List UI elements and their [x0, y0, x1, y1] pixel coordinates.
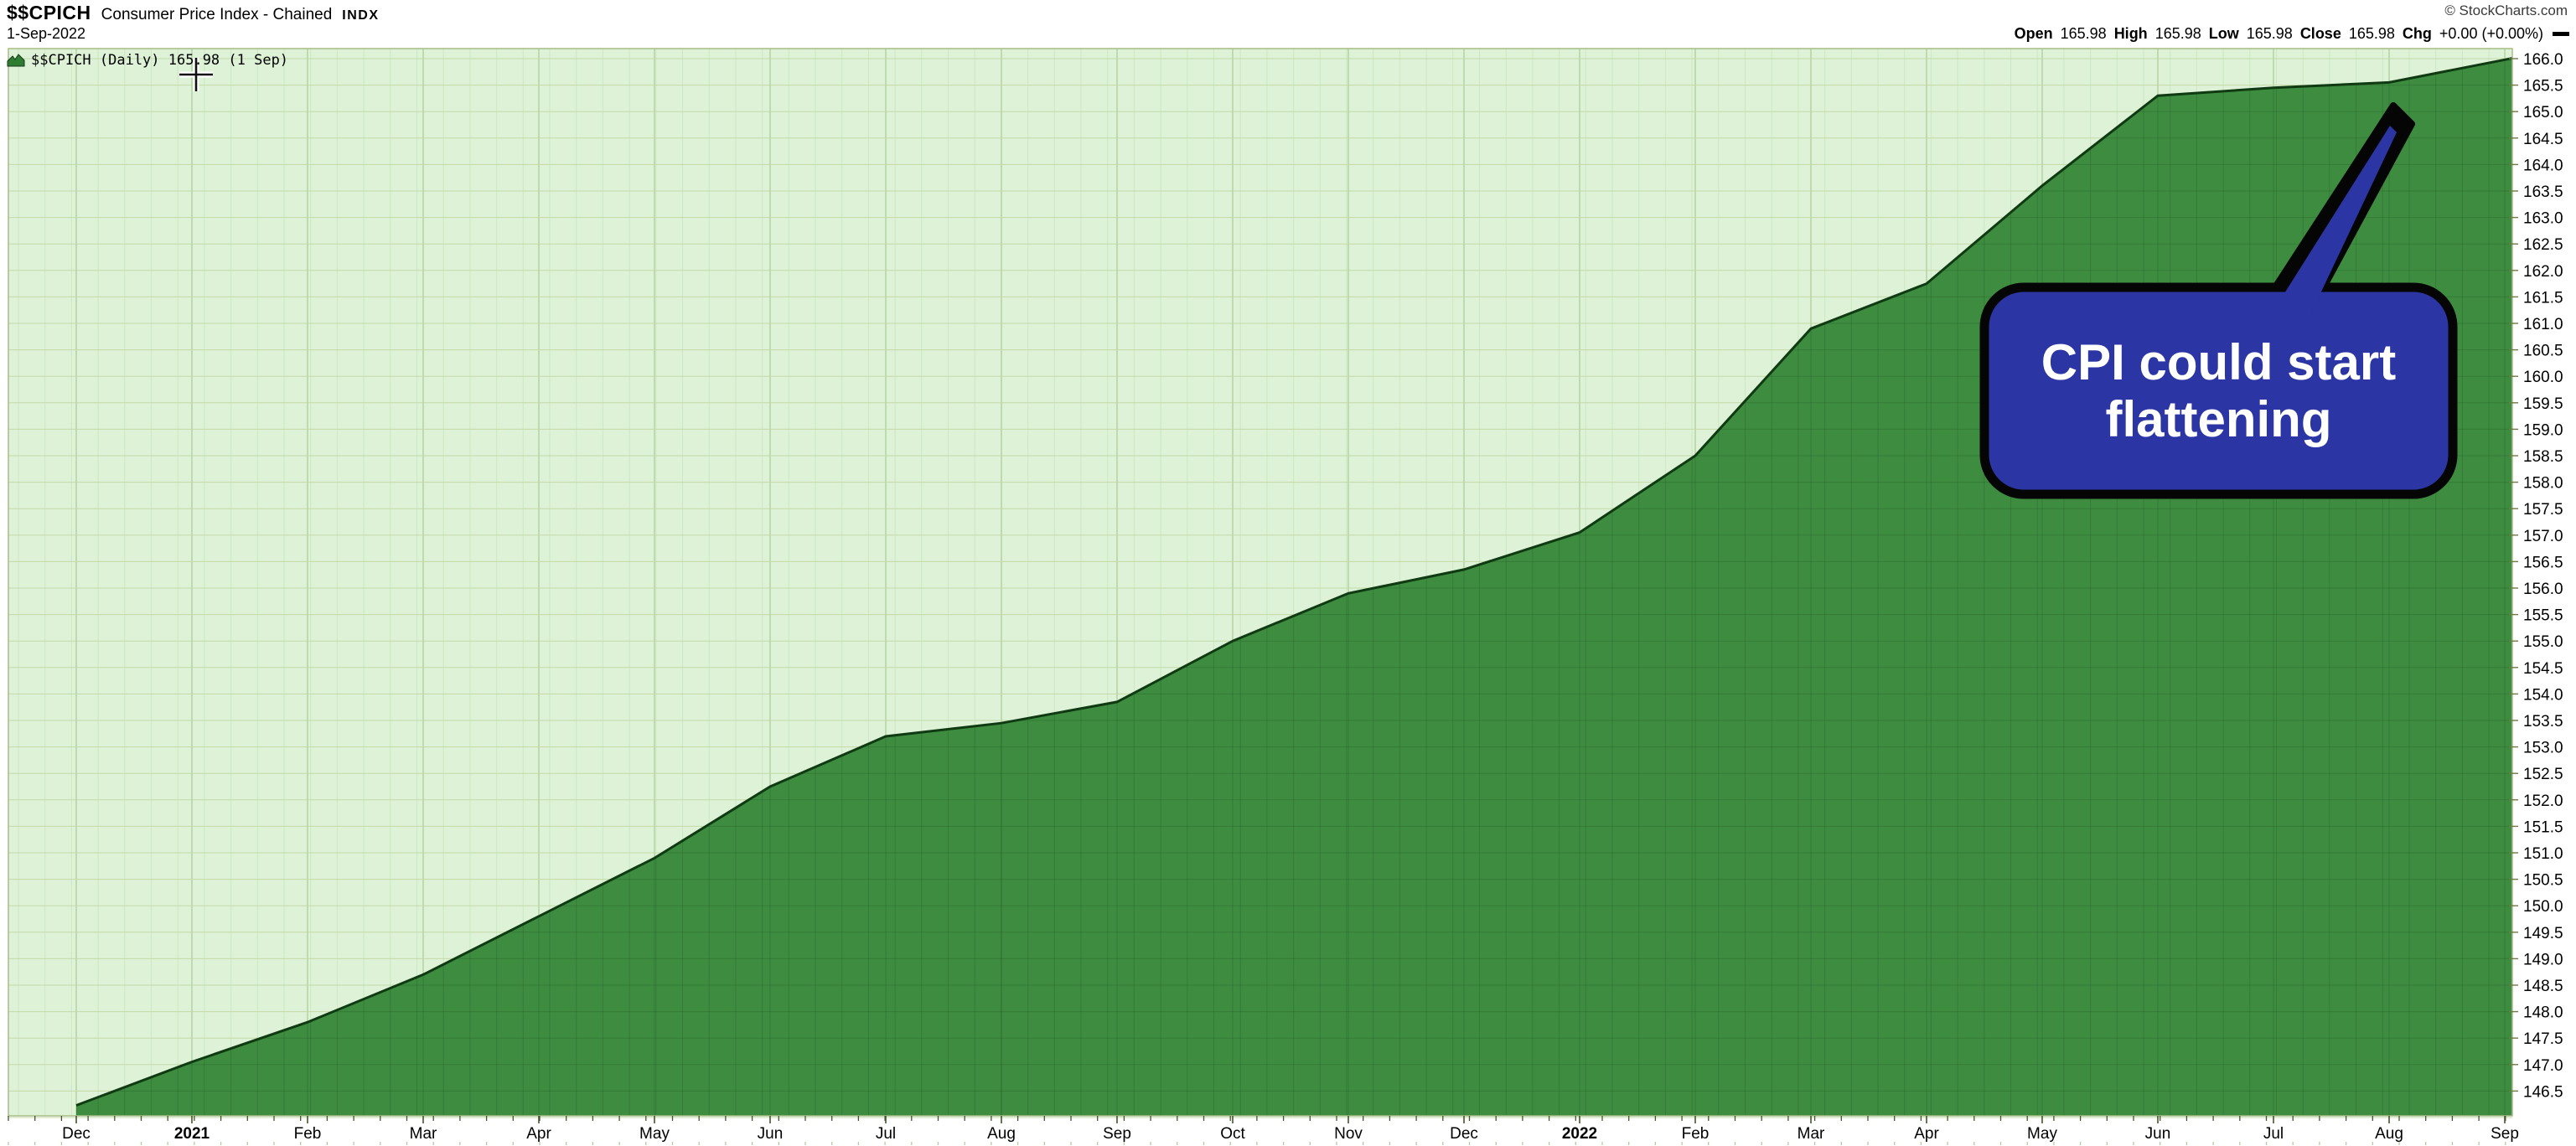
y-tick-label: 152.0 — [2523, 792, 2563, 810]
cpi-line — [75, 57, 2513, 1107]
y-tick-label: 147.5 — [2523, 1030, 2563, 1048]
x-tick-label: May — [639, 1125, 670, 1143]
y-tick-label: 160.5 — [2523, 343, 2563, 360]
x-tick-label: Mar — [410, 1125, 437, 1143]
y-tick-label: 156.0 — [2523, 581, 2563, 598]
y-tick-label: 160.0 — [2523, 369, 2563, 386]
y-tick-label: 152.5 — [2523, 766, 2563, 783]
y-tick-label: 163.0 — [2523, 210, 2563, 228]
y-tick-label: 147.0 — [2523, 1057, 2563, 1075]
x-tick-label: Jun — [758, 1125, 784, 1143]
x-tick-label: Jul — [2263, 1125, 2284, 1143]
x-tick-label: Sep — [2491, 1125, 2519, 1143]
open-label: Open — [2014, 25, 2053, 42]
y-tick-label: 146.5 — [2523, 1083, 2563, 1101]
y-tick-label: 162.0 — [2523, 263, 2563, 281]
y-tick-label: 164.5 — [2523, 131, 2563, 148]
low-value: 165.98 — [2246, 25, 2293, 42]
x-tick-label: 2022 — [1562, 1125, 1597, 1143]
y-tick-label: 151.5 — [2523, 818, 2563, 836]
y-tick-label: 148.0 — [2523, 1004, 2563, 1022]
ohlc-readout: Open 165.98 High 165.98 Low 165.98 Close… — [2015, 25, 2569, 43]
x-tick-label: Dec — [1450, 1125, 1478, 1143]
y-tick-label: 165.0 — [2523, 104, 2563, 121]
series-legend-label: $$CPICH (Daily) 165.98 (1 Sep) — [31, 52, 289, 69]
y-tick-label: 158.0 — [2523, 475, 2563, 493]
y-tick-label: 149.0 — [2523, 951, 2563, 968]
x-tick-label: Mar — [1798, 1125, 1825, 1143]
y-tick-label: 155.5 — [2523, 607, 2563, 625]
y-tick-label: 149.5 — [2523, 925, 2563, 942]
page-title: Consumer Price Index - Chained — [101, 6, 333, 23]
plot-border — [8, 48, 2513, 1117]
x-tick-label: Nov — [1334, 1125, 1363, 1143]
x-tick-label: 2021 — [174, 1125, 210, 1143]
high-value: 165.98 — [2154, 25, 2201, 42]
chart-date: 1-Sep-2022 — [7, 25, 86, 42]
collapse-dash-icon[interactable] — [2553, 32, 2569, 36]
y-tick-label: 148.5 — [2523, 978, 2563, 995]
y-tick-label: 153.5 — [2523, 713, 2563, 730]
chg-value: +0.00 (+0.00%) — [2439, 25, 2543, 42]
annotation-line2: flattening — [2105, 390, 2332, 447]
y-tick-label: 154.5 — [2523, 660, 2563, 678]
x-tick-label: Sep — [1103, 1125, 1131, 1143]
y-tick-label: 162.5 — [2523, 236, 2563, 254]
y-tick-label: 159.0 — [2523, 421, 2563, 439]
x-tick-label: Feb — [1682, 1125, 1710, 1143]
x-tick-label: Aug — [2375, 1125, 2403, 1143]
x-tick-label: Dec — [62, 1125, 91, 1143]
y-tick-label: 151.0 — [2523, 845, 2563, 863]
chg-label: Chg — [2402, 25, 2432, 42]
x-tick-label: Apr — [1914, 1125, 1939, 1143]
y-tick-label: 159.5 — [2523, 395, 2563, 413]
y-tick-label: 150.0 — [2523, 898, 2563, 916]
y-tick-label: 153.0 — [2523, 740, 2563, 757]
x-tick-label: May — [2027, 1125, 2057, 1143]
y-tick-label: 161.5 — [2523, 289, 2563, 307]
close-label: Close — [2299, 25, 2341, 42]
x-tick-label: Jul — [876, 1125, 896, 1143]
close-value: 165.98 — [2348, 25, 2395, 42]
y-tick-label: 154.0 — [2523, 686, 2563, 704]
cpi-area-fill — [76, 58, 2512, 1116]
x-tick-label: Aug — [987, 1125, 1016, 1143]
copyright-label: © StockCharts.com — [2444, 3, 2568, 18]
y-tick-label: 158.5 — [2523, 448, 2563, 466]
annotation-line1: CPI could start — [2041, 334, 2397, 391]
y-tick-label: 163.5 — [2523, 183, 2563, 201]
y-tick-label: 157.0 — [2523, 528, 2563, 545]
series-legend: $$CPICH (Daily) 165.98 (1 Sep) — [7, 52, 288, 69]
y-tick-label: 161.0 — [2523, 316, 2563, 333]
y-tick-label: 157.5 — [2523, 501, 2563, 519]
high-label: High — [2113, 25, 2148, 42]
callout-bubble — [1979, 282, 2458, 499]
x-tick-label: Oct — [1220, 1125, 1245, 1143]
open-value: 165.98 — [2060, 25, 2107, 42]
y-tick-label: 164.0 — [2523, 157, 2563, 174]
y-tick-label: 165.5 — [2523, 78, 2563, 96]
x-tick-label: Apr — [526, 1125, 551, 1143]
y-tick-label: 150.5 — [2523, 872, 2563, 890]
annotation-callout: CPI could start flattening — [1984, 289, 2453, 493]
area-series-icon — [7, 54, 25, 67]
low-label: Low — [2208, 25, 2239, 42]
y-tick-label: 166.0 — [2523, 51, 2563, 69]
y-tick-label: 156.5 — [2523, 554, 2563, 571]
exchange-label: INDX — [342, 8, 380, 23]
x-tick-label: Feb — [294, 1125, 322, 1143]
ticker-symbol: $$CPICH — [7, 2, 91, 23]
callout-tail-fill — [2268, 126, 2397, 320]
y-tick-label: 155.0 — [2523, 633, 2563, 651]
x-tick-label: Jun — [2145, 1125, 2171, 1143]
chart-header: $$CPICH Consumer Price Index - Chained I… — [7, 2, 380, 24]
